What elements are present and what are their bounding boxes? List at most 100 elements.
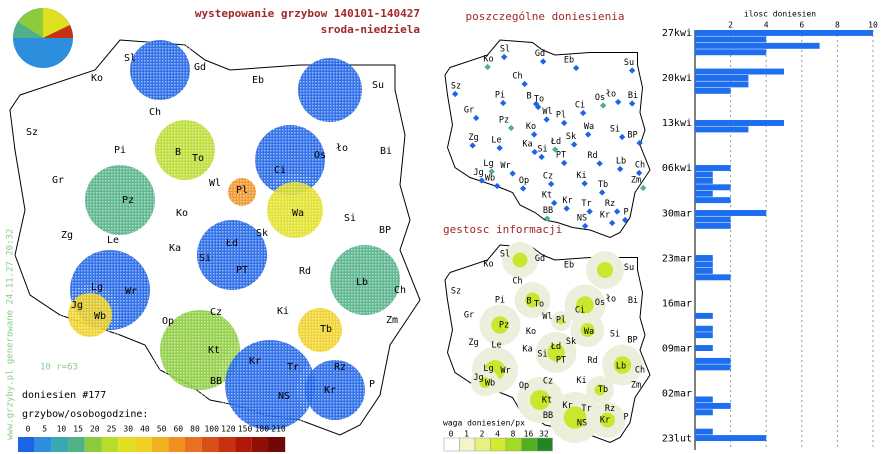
region-label: Rz: [334, 362, 346, 373]
region-label: Eb: [564, 56, 574, 66]
region-label: NS: [278, 391, 290, 402]
date-label: 06kwi: [662, 163, 692, 174]
region-label: BB: [210, 376, 222, 387]
scale-label: 20: [90, 425, 100, 434]
date-label: 27kwi: [662, 28, 692, 39]
date-label: 16mar: [662, 298, 692, 309]
report-dot: [539, 58, 547, 65]
hatch: [189, 212, 275, 298]
region-label: Si: [610, 125, 620, 135]
density-swatch: [490, 437, 507, 452]
region-label: Zg: [468, 338, 478, 348]
region-label: To: [192, 153, 204, 164]
region-label: BP: [627, 336, 637, 346]
hatch: [220, 170, 264, 214]
region-label: NS: [577, 419, 587, 429]
region-label: Pz: [499, 116, 509, 126]
hatch: [259, 174, 331, 246]
bar: [695, 184, 731, 191]
report-dot: [614, 98, 622, 106]
region-label: Ki: [576, 376, 586, 386]
scale-swatch: [235, 437, 252, 452]
region-label: Ci: [575, 306, 585, 316]
region-label: Kt: [542, 396, 552, 406]
report-dot: [635, 169, 643, 177]
region-label: To: [534, 300, 544, 310]
region-label: Ch: [635, 366, 645, 376]
region-label: Lg: [483, 159, 493, 169]
region-label: Ch: [635, 161, 645, 171]
region-label: Kr: [324, 385, 336, 396]
subtitle: sroda-niedziela: [321, 23, 420, 36]
report-dot: [509, 170, 516, 177]
report-dot: [599, 102, 607, 109]
density-title: gestosc informacji: [443, 223, 562, 236]
region-label: Ka: [169, 243, 181, 254]
bar: [695, 325, 713, 332]
region-label: Wa: [292, 208, 304, 219]
report-dot: [618, 133, 626, 141]
bar: [695, 255, 713, 261]
region-label: Lb: [616, 157, 626, 167]
region-label: Op: [162, 316, 174, 327]
region-label: Pi: [495, 296, 505, 306]
density-core: [597, 262, 613, 278]
scale-label: 15: [73, 425, 83, 434]
region-label: Pz: [122, 195, 134, 206]
country-outline: [444, 39, 651, 239]
region-label: Ko: [91, 73, 103, 84]
region-label: Si: [344, 213, 356, 224]
region-label: Łd: [225, 238, 238, 249]
region-label: Zm: [631, 381, 641, 391]
date-label: 23lut: [662, 433, 692, 444]
reports-title: poszczególne doniesienia: [466, 10, 625, 23]
density-swatch: [521, 437, 538, 452]
region-label: Kt: [542, 191, 552, 201]
region-label: Kt: [208, 345, 220, 356]
region-label: Rz: [605, 199, 615, 209]
report-dot: [639, 184, 647, 192]
bar: [695, 222, 731, 229]
region-label: Pi: [114, 145, 126, 156]
density-core: [600, 412, 615, 428]
region-label: PT: [556, 151, 566, 161]
x-tick-label: 4: [764, 21, 769, 30]
scale-swatch: [168, 437, 185, 452]
report-dot: [586, 208, 593, 215]
density-label: 1: [464, 430, 469, 439]
region-label: Rd: [587, 356, 597, 366]
region-label: Kr: [600, 416, 610, 426]
report-dot: [519, 185, 527, 192]
scale-swatch: [118, 437, 135, 452]
hatch: [77, 157, 163, 243]
region-label: Sk: [566, 132, 576, 142]
x-tick-label: 10: [868, 21, 878, 30]
bar: [695, 49, 767, 56]
bar: [695, 30, 873, 36]
scale-label: 210: [271, 425, 286, 434]
region-label: Le: [491, 341, 501, 351]
region-label: Sl: [124, 53, 136, 64]
region-label: Ci: [575, 101, 585, 111]
density-core: [580, 323, 595, 337]
region-label: P: [623, 413, 628, 423]
report-dot: [547, 180, 555, 188]
scale-label: 5: [42, 425, 47, 434]
region-label: Sz: [26, 127, 38, 138]
region-label: Si: [537, 145, 547, 155]
region-label: Eb: [252, 75, 264, 86]
bar: [695, 364, 731, 371]
region-label: Wl: [542, 107, 552, 117]
report-dot: [543, 116, 550, 123]
region-label: Bi: [380, 146, 392, 157]
bar: [695, 396, 713, 403]
region-label: Sl: [500, 250, 510, 260]
report-dot: [616, 165, 624, 173]
region-label: Tr: [581, 404, 591, 414]
scale-swatch: [101, 437, 119, 452]
region-label: Wb: [485, 174, 495, 184]
region-label: Rz: [605, 404, 615, 414]
region-label: Ch: [394, 285, 406, 296]
region-label: Kr: [600, 211, 610, 221]
